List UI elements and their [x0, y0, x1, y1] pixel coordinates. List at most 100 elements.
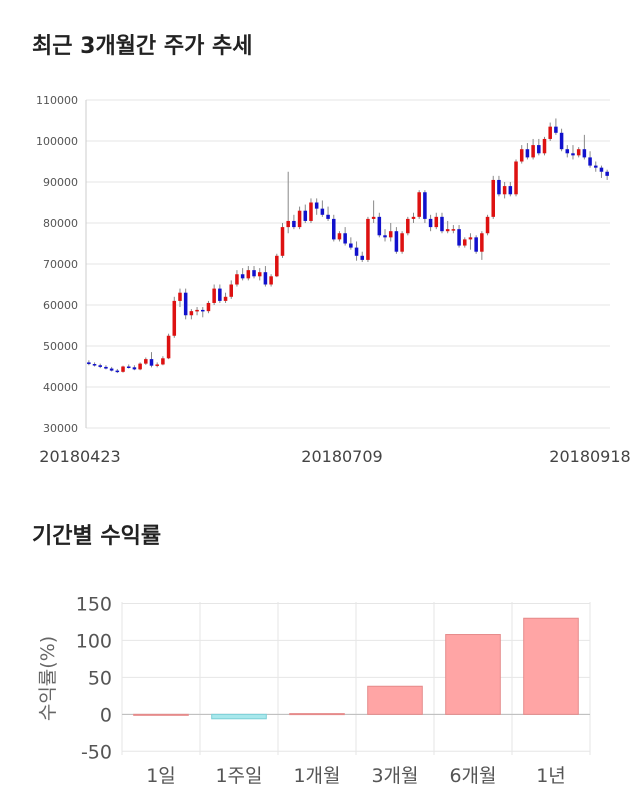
candle-body [411, 216, 416, 219]
x-tick-label: 20180918 [549, 447, 630, 466]
candle-body [593, 165, 598, 168]
y-tick-label: 40000 [43, 381, 78, 394]
candle-body [326, 214, 330, 219]
candle-body [485, 216, 490, 234]
candle-body [218, 288, 222, 301]
candle-body [571, 153, 575, 156]
candle-body [394, 231, 399, 252]
y-tick-label: 60000 [43, 299, 78, 312]
y-tick-label: 50 [88, 667, 112, 689]
candle-body [576, 149, 581, 156]
price-trend-title: 최근 3개월간 주가 추세 [32, 34, 253, 59]
candle-body [240, 274, 245, 279]
candle-body [531, 145, 535, 158]
candle-body [468, 237, 473, 240]
returns-bar-chart: 150 100 50 0 -50 1일 1주일 1개월 3개월 6개월 1년 수익률(%) [37, 593, 591, 787]
candle-body [343, 233, 347, 244]
candle-body [599, 167, 604, 172]
candle-body [497, 179, 501, 195]
candle-body [605, 171, 609, 176]
candle-body [212, 288, 216, 303]
y-tick-label: 110000 [36, 94, 78, 107]
candle-body [388, 231, 393, 238]
candle-body [565, 149, 570, 154]
candle-body [588, 157, 592, 166]
candle-body [292, 220, 296, 228]
candle-body [269, 276, 273, 285]
candle-body [445, 229, 450, 232]
return-bar [211, 713, 267, 720]
candle-body [223, 296, 228, 301]
y-tick-label: 80000 [43, 217, 78, 230]
candle-body [508, 186, 513, 195]
candle-body [132, 367, 137, 370]
candle-body [257, 272, 262, 277]
candle-body [371, 216, 376, 219]
candle-body [235, 274, 239, 285]
y-axis-label: 수익률(%) [37, 636, 59, 721]
candle-body [309, 202, 313, 221]
candle-body [320, 208, 325, 215]
candle-body [263, 272, 268, 285]
candle-body [314, 202, 319, 209]
candle-body [537, 145, 541, 154]
candle-body [166, 335, 171, 359]
candle-body [246, 270, 251, 279]
candle-body [474, 237, 478, 252]
return-bar [367, 685, 423, 715]
candle-body [172, 300, 177, 336]
x-tick-label: 20180423 [39, 447, 120, 466]
candle-body [303, 210, 308, 221]
candle-body [554, 126, 558, 133]
y-tick-label: 70000 [43, 258, 78, 271]
candle-body [434, 216, 439, 228]
candle-body [252, 270, 256, 277]
candle-body [514, 161, 518, 195]
candle-body [155, 364, 159, 366]
candle-body [286, 220, 290, 228]
candle-body [331, 218, 336, 240]
candle-body [349, 243, 353, 248]
return-bar [523, 617, 579, 715]
candle-body [126, 366, 131, 368]
candle-body [138, 363, 142, 370]
candle-body [144, 359, 148, 364]
candle-body [109, 368, 114, 371]
y-tick-label: 90000 [43, 176, 78, 189]
return-bar [133, 713, 189, 716]
candle-body [582, 149, 587, 158]
y-tick-label: 150 [76, 593, 112, 615]
candle-body [366, 218, 370, 260]
candle-body [457, 229, 461, 246]
y-tick-label: -50 [81, 741, 112, 763]
candle-body [428, 218, 433, 228]
candle-body [542, 138, 547, 154]
candle-body [229, 284, 234, 297]
candle-body [440, 216, 444, 232]
candle-body [206, 302, 211, 312]
candle-body [337, 233, 342, 240]
candle-body [451, 229, 456, 231]
y-tick-label: 100 [76, 630, 112, 652]
x-tick-label: 6개월 [449, 765, 496, 787]
candle-body [149, 359, 154, 366]
candle-body [200, 309, 205, 312]
candle-body [417, 192, 421, 217]
candle-body [462, 239, 467, 246]
candle-body [480, 233, 484, 252]
candle-body [178, 292, 182, 301]
y-tick-label: 50000 [43, 340, 78, 353]
candle-body [519, 149, 524, 162]
x-tick-label: 1년 [536, 765, 566, 787]
x-tick-label: 20180709 [301, 447, 382, 466]
candle-body [383, 235, 387, 238]
x-tick-label: 3개월 [371, 765, 418, 787]
candle-body [121, 366, 125, 372]
candle-body [360, 255, 365, 260]
candle-body [548, 126, 552, 139]
candle-body [423, 192, 427, 219]
candle-body [98, 365, 103, 367]
candle-body [354, 247, 359, 256]
candlestick-chart: 110000 100000 90000 80000 70000 60000 50000 400… [36, 94, 631, 466]
candle-body [377, 216, 382, 236]
